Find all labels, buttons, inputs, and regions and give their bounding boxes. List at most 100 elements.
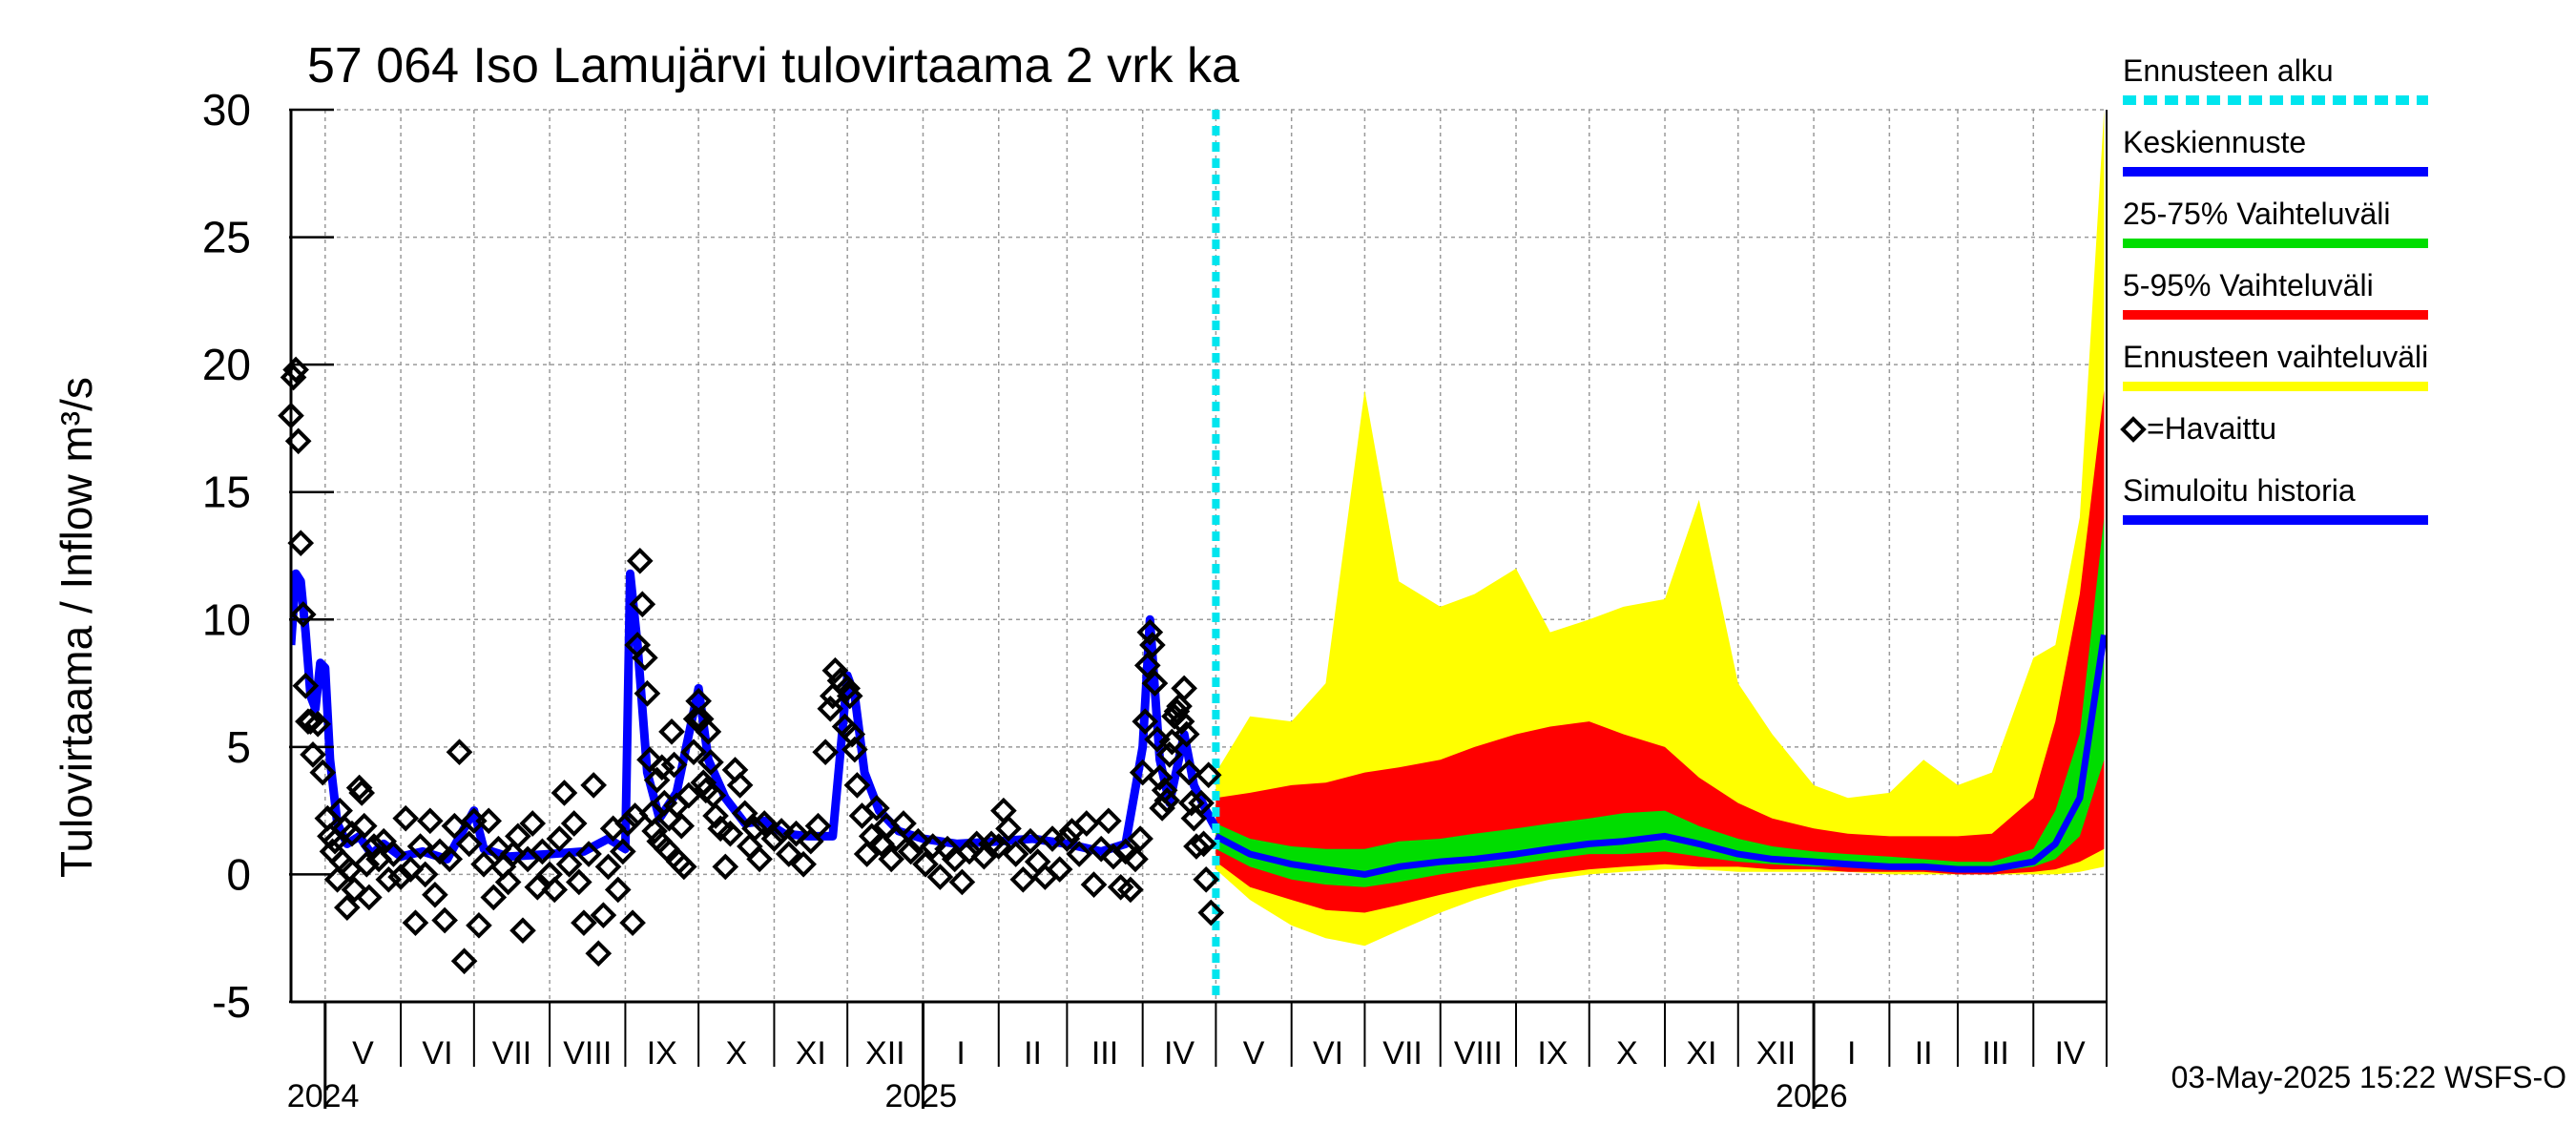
observed-point — [626, 548, 654, 574]
observed-point — [546, 825, 573, 852]
forecast-bands — [1215, 110, 2105, 947]
forecast-range-band — [1215, 110, 2105, 947]
observed-point — [289, 601, 317, 628]
observed-point — [1153, 787, 1181, 814]
observed-point — [455, 830, 483, 858]
observed-point — [585, 940, 613, 968]
observed-point — [817, 695, 844, 722]
observed-point — [1136, 618, 1164, 646]
legend-label: =Havaittu — [2147, 411, 2276, 446]
observed-point — [995, 815, 1022, 843]
y-tick-label: -5 — [212, 977, 251, 1027]
observed-point — [392, 804, 420, 832]
observed-point — [446, 739, 473, 766]
observed-point — [978, 830, 1005, 858]
observed-point — [1002, 841, 1029, 867]
observed-point — [1190, 830, 1217, 858]
month-label: II — [1024, 1035, 1042, 1072]
observed-point — [475, 807, 503, 835]
month-label: I — [1847, 1035, 1856, 1072]
observed-point — [834, 675, 862, 702]
observed-point — [505, 822, 531, 850]
observed-point — [985, 833, 1012, 860]
y-tick-label: 10 — [202, 594, 251, 644]
observed-point — [843, 772, 871, 799]
y-tick-label: 20 — [202, 340, 251, 389]
year-label: 2026 — [1776, 1078, 1848, 1114]
observed-point — [680, 739, 707, 766]
observed-point — [948, 868, 976, 896]
observed-point — [1133, 652, 1161, 679]
observed-point — [658, 718, 685, 745]
month-label: VI — [1313, 1035, 1343, 1072]
month-label: X — [725, 1035, 747, 1072]
observed-point — [641, 818, 668, 844]
observed-point — [863, 795, 890, 822]
observed-point — [431, 906, 458, 934]
observed-point — [956, 838, 983, 865]
observed-point — [541, 876, 569, 904]
observed-point — [309, 759, 337, 786]
observed-point — [1095, 807, 1122, 835]
observed-point — [287, 530, 315, 556]
legend-label: Simuloitu historia — [2123, 473, 2356, 508]
observed-point — [441, 812, 468, 840]
observed-point — [1132, 708, 1159, 735]
observed-point — [741, 815, 768, 843]
legend-label: Ennusteen vaihteluväli — [2123, 340, 2428, 374]
observed-point — [300, 741, 326, 768]
observed-point — [304, 710, 331, 738]
month-label: III — [1982, 1035, 2008, 1072]
observed-point — [634, 679, 661, 707]
observed-point — [480, 884, 508, 911]
y-tick-label: 30 — [202, 85, 251, 135]
observed-point — [726, 772, 754, 799]
observed-point — [353, 850, 381, 878]
chart-title: 57 064 Iso Lamujärvi tulovirtaama 2 vrk … — [307, 38, 1239, 94]
month-label: VII — [492, 1035, 532, 1072]
observed-point — [411, 861, 439, 888]
observed-point — [904, 827, 932, 855]
observed-point — [1166, 693, 1193, 719]
band-25-75 — [1215, 517, 2105, 887]
month-label: XII — [1756, 1035, 1797, 1072]
observed-point — [768, 818, 795, 844]
observed-point — [731, 800, 758, 827]
observed-point — [555, 850, 583, 878]
observed-point — [712, 853, 739, 881]
y-tick-label: 25 — [202, 213, 251, 262]
observed-point — [361, 833, 387, 860]
y-axis-label: Tulovirtaama / Inflow m³/s — [52, 377, 101, 878]
observed-point — [934, 835, 961, 863]
y-tick-label: 0 — [226, 849, 251, 899]
observed-point — [1173, 720, 1200, 748]
month-label: I — [956, 1035, 965, 1072]
observed-point — [654, 835, 680, 863]
observed-point — [839, 720, 866, 748]
observed-point — [1183, 833, 1210, 860]
observed-point — [450, 947, 478, 975]
observed-point — [804, 812, 832, 840]
observed-point — [717, 820, 744, 847]
observed-point — [551, 780, 578, 806]
observed-point — [334, 894, 361, 921]
observed-point — [282, 356, 309, 384]
observed-point — [919, 833, 946, 860]
observed-point — [897, 838, 924, 865]
month-label: XI — [796, 1035, 826, 1072]
observed-point — [702, 802, 729, 829]
month-label: VIII — [563, 1035, 612, 1072]
observed-point — [560, 810, 588, 837]
observed-point — [590, 902, 617, 928]
observed-point — [853, 841, 881, 867]
observed-point — [397, 856, 425, 883]
observed-point — [387, 864, 414, 890]
legend: Ennusteen alku Keskiennuste 25-75% Vaihtel… — [2120, 53, 2428, 525]
observed-point — [466, 912, 492, 939]
observed-point — [619, 909, 646, 937]
observed-point — [1151, 777, 1178, 804]
observed-point — [604, 876, 632, 904]
legend-label: 5-95% Vaihteluväli — [2123, 268, 2374, 302]
